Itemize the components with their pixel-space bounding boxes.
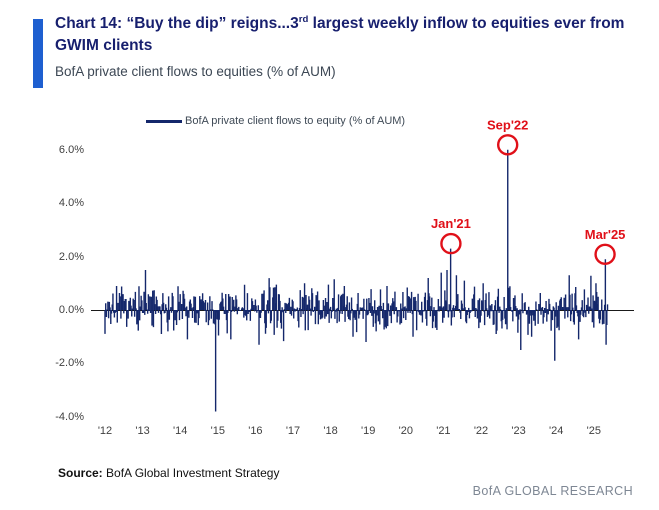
x-axis-tick-label: '22 [473, 425, 489, 437]
y-axis-tick-label: -2.0% [55, 357, 84, 370]
x-axis-tick-label: '24 [549, 425, 564, 437]
chart-subtitle: BofA private client flows to equities (%… [55, 64, 336, 79]
annotation-label: Jan'21 [431, 216, 471, 231]
chart-legend: BofA private client flows to equity (% o… [146, 115, 405, 127]
source-label: Source: [58, 466, 103, 480]
chart-title-text: Chart 14: “Buy the dip” reigns...3 [55, 15, 299, 32]
flow-series-bars [104, 149, 609, 412]
chart-title: Chart 14: “Buy the dip” reigns...3rd lar… [55, 13, 637, 58]
chart-title-text-cont: largest weekly inflow to equities ever f… [55, 15, 625, 55]
y-axis-tick-label: 0.0% [58, 304, 84, 316]
x-axis-tick-label: '21 [436, 425, 451, 437]
annotation-circle [440, 232, 462, 255]
annotation-label: Sep'22 [487, 117, 528, 132]
x-axis-tick-label: '12 [97, 425, 113, 437]
x-axis-tick-label: '16 [248, 425, 263, 437]
legend-label: BofA private client flows to equity (% o… [185, 115, 406, 127]
y-axis-tick-label: -4.0% [55, 410, 84, 423]
x-axis-tick-label: '19 [361, 425, 376, 437]
x-axis-tick-label: '23 [511, 425, 526, 437]
y-axis-tick-label: 4.0% [58, 197, 84, 210]
x-axis-tick-label: '13 [135, 425, 150, 437]
chart-title-superscript: rd [298, 13, 309, 25]
x-axis-tick-label: '15 [210, 425, 225, 437]
source-note: Source: BofA Global Investment Strategy [58, 466, 279, 480]
x-axis-tick-label: '17 [285, 425, 301, 437]
x-axis-tick-label: '25 [586, 425, 601, 437]
x-axis-tick-label: '20 [398, 425, 413, 437]
annotation-circle [594, 243, 616, 265]
y-axis-tick-label: 6.0% [58, 143, 84, 156]
annotation-label: Mar'25 [585, 227, 626, 242]
brand-footer: BofA GLOBAL RESEARCH [472, 484, 633, 498]
x-axis-tick-label: '14 [173, 425, 188, 437]
annotation-circle [496, 134, 519, 156]
source-text: BofA Global Investment Strategy [102, 466, 280, 480]
title-accent-bar [33, 19, 43, 88]
y-axis-tick-label: 2.0% [58, 250, 84, 263]
x-axis-tick-label: '18 [323, 425, 338, 437]
legend-line-swatch [146, 119, 182, 123]
